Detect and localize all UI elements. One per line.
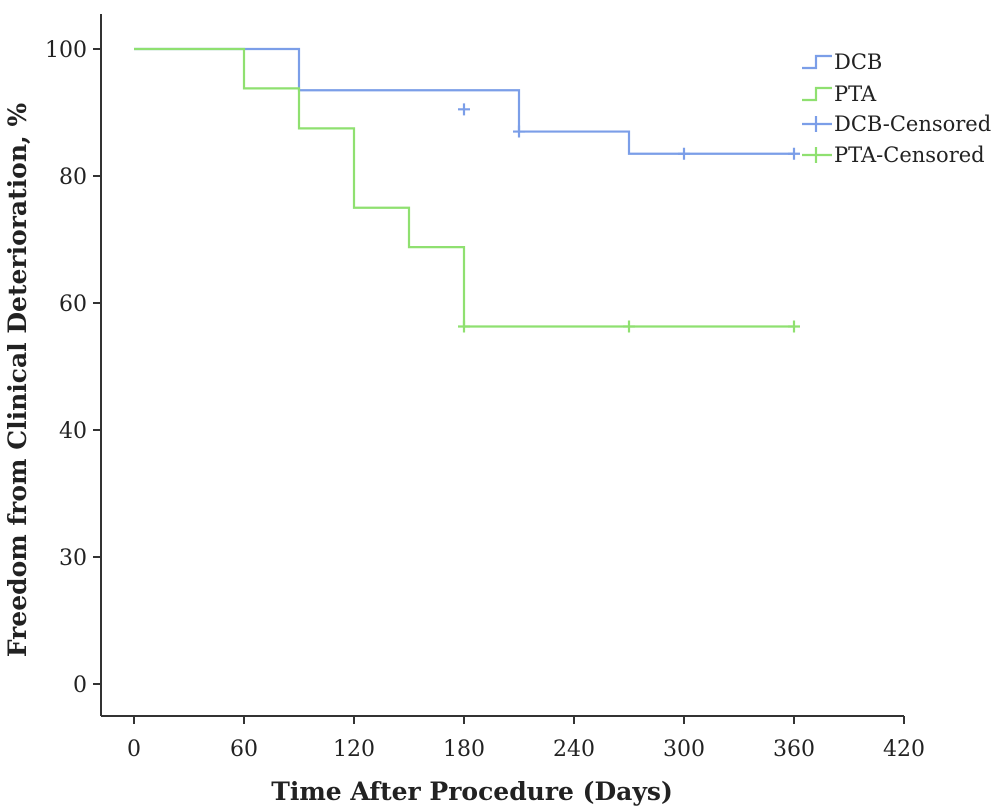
censor-mark-pta-2 — [788, 320, 800, 333]
y-tick-label-60: 60 — [59, 292, 87, 317]
legend-item-pta-censored: PTA-Censored — [802, 143, 985, 167]
plot-lines — [134, 47, 794, 328]
legend-item-dcb-censored: DCB-Censored — [802, 112, 991, 136]
y-tick-label-30: 30 — [59, 546, 87, 571]
censor-mark-dcb-1 — [513, 125, 525, 138]
legend-label-dcb-censored: DCB-Censored — [834, 112, 991, 136]
series-line-pta — [134, 47, 794, 328]
x-tick-label-300: 300 — [663, 737, 705, 762]
legend-label-pta: PTA — [834, 82, 877, 106]
censor-mark-pta-0 — [458, 320, 470, 333]
censor-mark-dcb-3 — [788, 147, 800, 160]
censor-mark-pta-1 — [623, 320, 635, 333]
legend-swatch-pta-censored — [802, 147, 832, 163]
x-tick-label-60: 60 — [230, 737, 258, 762]
series-line-dcb — [134, 47, 794, 155]
legend-swatch-pta — [802, 86, 832, 102]
censor-mark-dcb-0 — [458, 103, 470, 116]
censor-marks — [458, 103, 800, 333]
x-tick-label-180: 180 — [443, 737, 485, 762]
y-axis-title: Freedom from Clinical Deterioration, % — [3, 103, 32, 658]
x-axis-title: Time After Procedure (Days) — [271, 777, 673, 806]
x-tick-label-0: 0 — [127, 737, 141, 762]
y-tick-label-40: 40 — [59, 419, 87, 444]
censor-mark-dcb-2 — [678, 147, 690, 160]
x-tick-label-240: 240 — [553, 737, 595, 762]
y-axis: 0 30 40 60 80 100 — [45, 14, 102, 716]
y-tick-label-100: 100 — [45, 38, 87, 63]
legend-label-pta-censored: PTA-Censored — [834, 143, 985, 167]
legend-label-dcb: DCB — [834, 50, 882, 74]
x-tick-label-420: 420 — [883, 737, 925, 762]
x-tick-label-120: 120 — [333, 737, 375, 762]
x-axis: 0 60 120 180 240 300 360 420 — [101, 715, 925, 762]
legend-swatch-dcb — [802, 54, 832, 70]
legend-item-dcb: DCB — [802, 50, 882, 74]
legend-item-pta: PTA — [802, 82, 877, 106]
legend: DCB PTA DCB-Censored PTA-Censored — [802, 50, 991, 167]
x-tick-label-360: 360 — [773, 737, 815, 762]
y-tick-label-0: 0 — [73, 673, 87, 698]
legend-swatch-dcb-censored — [802, 116, 832, 132]
y-tick-label-80: 80 — [59, 165, 87, 190]
